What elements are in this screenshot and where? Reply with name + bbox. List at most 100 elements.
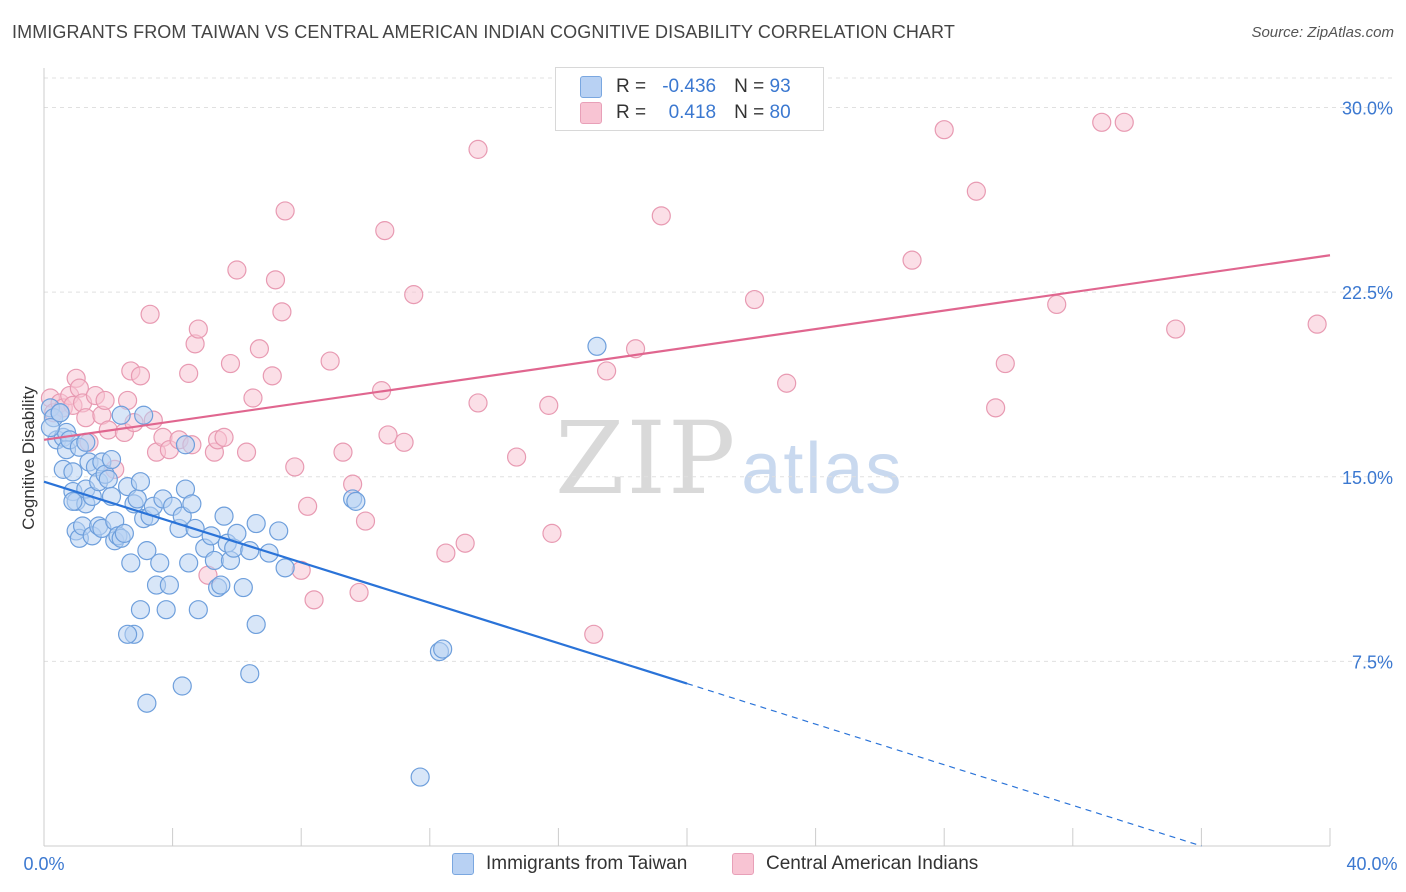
central-american-point xyxy=(355,511,376,531)
central-american-point xyxy=(130,366,151,386)
central-american-point xyxy=(1307,314,1327,334)
central-american-point xyxy=(966,181,986,201)
legend-swatch-blue xyxy=(580,76,602,98)
central-american-point xyxy=(275,201,295,221)
central-american-point xyxy=(214,427,234,447)
legend-r-label: R = xyxy=(616,76,647,97)
taiwan-point xyxy=(179,553,199,573)
y-tick-label: 15.0% xyxy=(1342,468,1393,488)
taiwan-point xyxy=(130,472,151,492)
taiwan-point xyxy=(204,550,224,571)
central-american-point xyxy=(227,260,247,280)
y-axis-label: Cognitive Disability xyxy=(19,386,38,530)
central-american-point xyxy=(1166,319,1186,339)
stats-legend: R = -0.436 N = 93 R = 0.418 N = 80 xyxy=(555,67,824,131)
central-american-point xyxy=(394,432,414,452)
series-name-taiwan: Immigrants from Taiwan xyxy=(486,853,688,874)
central-american-point xyxy=(995,353,1015,374)
legend-n-label: N = xyxy=(734,76,765,97)
y-tick-label: 7.5% xyxy=(1352,652,1393,672)
central-american-point xyxy=(468,393,488,413)
legend-n-label: N = xyxy=(734,102,765,123)
taiwan-point xyxy=(240,664,260,684)
taiwan-point xyxy=(182,494,202,514)
taiwan-point xyxy=(63,491,83,511)
central-american-point xyxy=(220,353,241,374)
taiwan-point xyxy=(134,405,154,425)
central-american-point xyxy=(507,447,527,467)
central-american-point xyxy=(179,363,199,383)
x-tick-label: 40.0% xyxy=(1346,854,1397,874)
taiwan-point xyxy=(114,523,134,543)
taiwan-point xyxy=(63,462,83,482)
central-american-point xyxy=(744,289,765,310)
legend-swatch-pink xyxy=(732,853,754,875)
chart-title: IMMIGRANTS FROM TAIWAN VS CENTRAL AMERIC… xyxy=(12,22,955,42)
series-name-central-american: Central American Indians xyxy=(766,853,979,874)
taiwan-point xyxy=(214,506,234,526)
central-american-point xyxy=(272,302,292,322)
central-american-trend-line xyxy=(43,254,1331,441)
central-american-point xyxy=(1092,112,1112,132)
central-american-point xyxy=(262,366,282,386)
legend-n-value-blue: 93 xyxy=(769,76,791,97)
taiwan-point xyxy=(175,435,196,455)
central-american-point xyxy=(404,285,424,305)
taiwan-point xyxy=(137,541,157,561)
taiwan-point xyxy=(233,577,253,598)
central-american-point xyxy=(265,270,286,290)
taiwan-point xyxy=(76,432,96,452)
central-american-point xyxy=(902,250,922,270)
central-american-point xyxy=(651,206,671,226)
taiwan-point xyxy=(410,767,430,787)
central-american-point xyxy=(333,442,353,462)
legend-swatch-blue xyxy=(452,853,474,875)
central-american-point xyxy=(1114,112,1134,132)
taiwan-trend-line xyxy=(43,480,688,685)
source-credit: Source: ZipAtlas.com xyxy=(1251,24,1394,41)
taiwan-point xyxy=(101,449,122,470)
central-american-point xyxy=(188,319,208,339)
taiwan-point xyxy=(98,469,118,489)
taiwan-point xyxy=(159,575,179,595)
taiwan-point xyxy=(50,403,70,423)
legend-row-central-american: R = 0.418 N = 80 xyxy=(580,101,791,125)
taiwan-point xyxy=(117,624,138,644)
central-american-point xyxy=(468,139,488,159)
central-american-point xyxy=(243,388,263,408)
taiwan-point xyxy=(246,513,266,534)
central-american-point xyxy=(455,533,475,553)
central-american-point xyxy=(95,390,115,411)
x-tick-label: 0.0% xyxy=(23,854,64,874)
taiwan-point xyxy=(188,600,208,620)
taiwan-point xyxy=(346,491,366,511)
legend-r-value-blue: -0.436 xyxy=(662,76,717,97)
central-american-point xyxy=(1047,294,1067,315)
taiwan-trend-extension xyxy=(686,682,1202,847)
taiwan-point xyxy=(127,489,147,509)
central-american-point xyxy=(76,408,96,428)
central-american-point xyxy=(249,339,270,359)
taiwan-point xyxy=(130,600,151,620)
taiwan-point xyxy=(587,336,607,356)
series-legend-central-american: Central American Indians xyxy=(732,851,978,877)
central-american-point xyxy=(539,395,559,415)
taiwan-point xyxy=(156,600,176,620)
zipatlas-watermark: ZIPatlas xyxy=(555,400,904,517)
central-american-point xyxy=(375,221,395,241)
legend-row-taiwan: R = -0.436 N = 93 xyxy=(580,75,791,99)
legend-swatch-pink xyxy=(580,102,602,124)
central-american-point xyxy=(320,351,340,371)
central-american-point xyxy=(436,543,456,563)
taiwan-point xyxy=(40,417,61,438)
central-american-point xyxy=(285,457,305,477)
taiwan-point xyxy=(121,553,141,573)
taiwan-point xyxy=(433,639,453,659)
legend-r-value-pink: 0.418 xyxy=(668,102,717,123)
central-american-point xyxy=(298,496,318,516)
taiwan-point xyxy=(211,575,231,595)
central-american-point xyxy=(597,361,617,381)
taiwan-point xyxy=(172,676,192,696)
legend-r-label: R = xyxy=(616,102,647,123)
